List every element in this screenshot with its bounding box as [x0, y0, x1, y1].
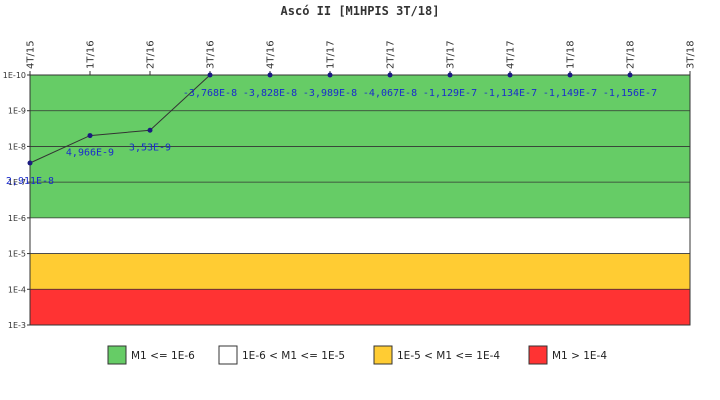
data-point-8 [507, 72, 513, 78]
y-tick-label-2: 1E-8 [8, 142, 26, 151]
axes: 1E-10 1E-9 1E-8 1E-7 1E-6 1E-5 1E-4 1E-3 4T/15 1T… [3, 40, 697, 330]
band-2 [30, 253, 690, 290]
x-tick-label-1: 1T/16 [86, 40, 97, 69]
data-point-10 [627, 72, 633, 78]
legend-label-0: M1 <= 1E-6 [131, 350, 195, 362]
y-tick-label-3: 1E-7 [8, 178, 26, 187]
data-point-1 [87, 133, 93, 139]
x-tick-label-9: 1T/18 [566, 40, 577, 69]
data-point-5 [327, 72, 333, 78]
x-tick-label-6: 2T/17 [386, 40, 397, 69]
data-label-0: 2,911E-8 [6, 176, 54, 187]
risk-bands [30, 75, 690, 325]
legend-swatch-3 [528, 345, 548, 365]
y-tick-label-5: 1E-5 [8, 250, 26, 259]
data-point-0 [27, 160, 33, 166]
legend-swatch-1 [218, 345, 238, 365]
x-tick-label-7: 3T/17 [446, 40, 457, 69]
data-label-4: -3,828E-8 [243, 88, 297, 99]
x-tick-label-3: 3T/16 [206, 40, 217, 69]
data-label-5: -3,989E-8 [303, 88, 357, 99]
data-point-6 [387, 72, 393, 78]
data-label-6: -4,067E-8 [363, 88, 417, 99]
data-point-3 [207, 72, 213, 78]
data-point-2 [147, 127, 153, 133]
data-label-8: -1,134E-7 [483, 88, 537, 99]
legend-label-3: M1 > 1E-4 [552, 350, 607, 362]
band-1 [30, 217, 690, 254]
data-label-7: -1,129E-7 [423, 88, 477, 99]
legend-label-1: 1E-6 < M1 <= 1E-5 [242, 350, 345, 362]
y-tick-label-6: 1E-4 [8, 285, 26, 294]
data-point-4 [267, 72, 273, 78]
data-point-9 [567, 72, 573, 78]
data-series [27, 72, 633, 166]
legend-label-2: 1E-5 < M1 <= 1E-4 [397, 350, 500, 362]
x-tick-label-8: 4T/17 [506, 40, 517, 69]
data-label-2: 3,53E-9 [129, 142, 171, 153]
x-tick-label-4: 4T/16 [266, 40, 277, 69]
data-point-7 [447, 72, 453, 78]
x-tick-label-11: 3T/18 [686, 40, 697, 69]
legend-swatch-0 [107, 345, 127, 365]
legend-swatch-2 [373, 345, 393, 365]
y-tick-label-7: 1E-3 [8, 321, 26, 330]
legend: M1 <= 1E-6 1E-6 < M1 <= 1E-5 1E-5 < M1 <= … [107, 345, 607, 365]
data-label-3: -3,768E-8 [183, 88, 237, 99]
x-tick-label-10: 2T/18 [626, 40, 637, 69]
data-label-1: 4,966E-9 [66, 148, 114, 159]
y-tick-label-1: 1E-9 [8, 107, 26, 116]
band-3 [30, 289, 690, 325]
x-tick-label-2: 2T/16 [146, 40, 157, 69]
x-tick-label-5: 1T/17 [326, 40, 337, 69]
chart-title: Ascó II [M1HPIS 3T/18] [281, 4, 440, 18]
x-tick-label-0: 4T/15 [26, 40, 37, 69]
data-label-10: -1,156E-7 [603, 88, 657, 99]
y-tick-label-0: 1E-10 [3, 71, 26, 80]
data-labels: 2,911E-8 4,966E-9 3,53E-9 -3,768E-8 -3,828E-… [6, 88, 657, 187]
data-label-9: -1,149E-7 [543, 88, 597, 99]
y-tick-label-4: 1E-6 [8, 214, 26, 223]
